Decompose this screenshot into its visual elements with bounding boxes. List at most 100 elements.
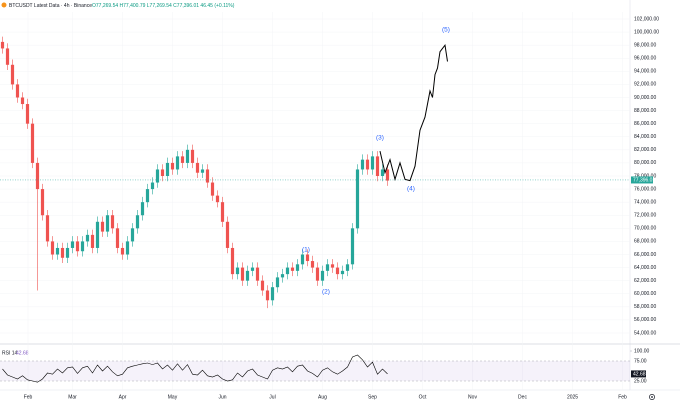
y-tick-label: 62,000.00: [634, 278, 656, 284]
wave-label: (4): [407, 186, 415, 193]
candle-body: [115, 228, 120, 248]
candle-body: [45, 215, 50, 242]
x-tick-label: Feb: [618, 394, 627, 400]
chart-title: BTCUSDT Latest Data · 4h · Binance: [9, 3, 92, 9]
candle-body: [85, 234, 90, 242]
rsi-tick-label: 100.00: [634, 348, 650, 354]
candle-body: [290, 267, 295, 271]
candle-body: [375, 156, 380, 176]
rsi-line: [2, 354, 388, 383]
settings-icon[interactable]: [649, 394, 655, 400]
candle-body: [350, 228, 355, 265]
candle-body: [35, 162, 40, 190]
candle-body: [200, 169, 205, 173]
candle-body: [250, 267, 255, 271]
rsi-name: RSI 14: [2, 350, 18, 356]
candle-body: [20, 97, 25, 105]
candle-body: [345, 264, 350, 271]
y-tick-label: 74,000.00: [634, 199, 656, 205]
x-tick-label: Nov: [468, 394, 477, 400]
candle-body: [140, 202, 145, 216]
candle-body: [145, 189, 150, 203]
rsi-tag: [631, 370, 646, 378]
candle-body: [65, 247, 70, 258]
y-tick-label: 58,000.00: [634, 304, 656, 310]
y-tick-label: 98,000.00: [634, 42, 656, 48]
candle-body: [55, 247, 60, 255]
candle-body: [135, 215, 140, 229]
candle-body: [195, 162, 200, 173]
y-tick-label: 84,000.00: [634, 134, 656, 140]
candle-body: [90, 234, 95, 248]
y-tick-label: 90,000.00: [634, 95, 656, 101]
candle-body: [170, 162, 175, 170]
last-price-label: 77,396.01: [633, 177, 655, 183]
y-tick-label: 100,000.00: [634, 29, 659, 35]
x-tick-label: Dec: [518, 394, 527, 400]
candle-body: [275, 277, 280, 288]
rsi-tick-label: 75.00: [634, 358, 647, 364]
candle-body: [40, 189, 45, 216]
candle-body: [210, 182, 215, 196]
candle-body: [0, 41, 5, 49]
y-tick-label: 70,000.00: [634, 226, 656, 232]
candle-body: [235, 267, 240, 275]
x-tick-label: Jun: [218, 394, 226, 400]
candle-body: [15, 84, 20, 98]
y-tick-label: 68,000.00: [634, 239, 656, 245]
candle-body: [355, 169, 360, 229]
candle-body: [60, 247, 65, 258]
candle-body: [365, 159, 370, 170]
candle-body: [95, 221, 100, 248]
candle-body: [10, 64, 15, 85]
wave-label: (5): [442, 27, 450, 34]
candle-body: [340, 270, 345, 275]
candle-body: [190, 149, 195, 163]
candle-body: [320, 270, 325, 281]
candle-body: [240, 267, 245, 281]
candle-body: [255, 267, 260, 281]
candle-body: [305, 254, 310, 262]
candle-body: [270, 287, 275, 301]
y-tick-label: 60,000.00: [634, 291, 656, 297]
y-tick-label: 64,000.00: [634, 265, 656, 271]
candle-body: [30, 123, 35, 163]
candle-body: [205, 169, 210, 183]
candle-body: [265, 290, 270, 301]
candle-body: [120, 247, 125, 255]
candle-body: [335, 267, 340, 275]
candle-body: [165, 162, 170, 176]
y-tick-label: 96,000.00: [634, 56, 656, 62]
projection-line: [379, 43, 448, 182]
candle-body: [225, 221, 230, 248]
wave-label: (1): [302, 247, 310, 254]
candle-body: [215, 195, 220, 203]
candle-body: [100, 221, 105, 232]
candle-body: [380, 169, 385, 176]
y-tick-label: 92,000.00: [634, 82, 656, 88]
rsi-readout: 42.68: [16, 350, 29, 356]
candle-body: [185, 149, 190, 163]
y-tick-label: 88,000.00: [634, 108, 656, 114]
x-tick-label: Apr: [119, 394, 127, 400]
candle-body: [360, 159, 365, 170]
x-tick-label: May: [168, 394, 178, 400]
candle-body: [330, 264, 335, 268]
candle-body: [125, 241, 130, 255]
y-tick-label: 78,000.00: [634, 173, 656, 179]
candle-body: [245, 270, 250, 281]
candle-body: [155, 169, 160, 183]
candle-body: [160, 169, 165, 176]
candle-body: [300, 254, 305, 265]
rsi-tick-label: 25.00: [634, 378, 647, 384]
x-tick-label: Aug: [318, 394, 327, 400]
wave-label: (2): [322, 289, 330, 296]
candle-body: [310, 261, 315, 268]
candle-body: [385, 169, 390, 181]
candle-body: [325, 264, 330, 271]
y-tick-label: 80,000.00: [634, 160, 656, 166]
candle-body: [75, 241, 80, 252]
y-tick-label: 82,000.00: [634, 147, 656, 153]
y-tick-label: 56,000.00: [634, 317, 656, 323]
